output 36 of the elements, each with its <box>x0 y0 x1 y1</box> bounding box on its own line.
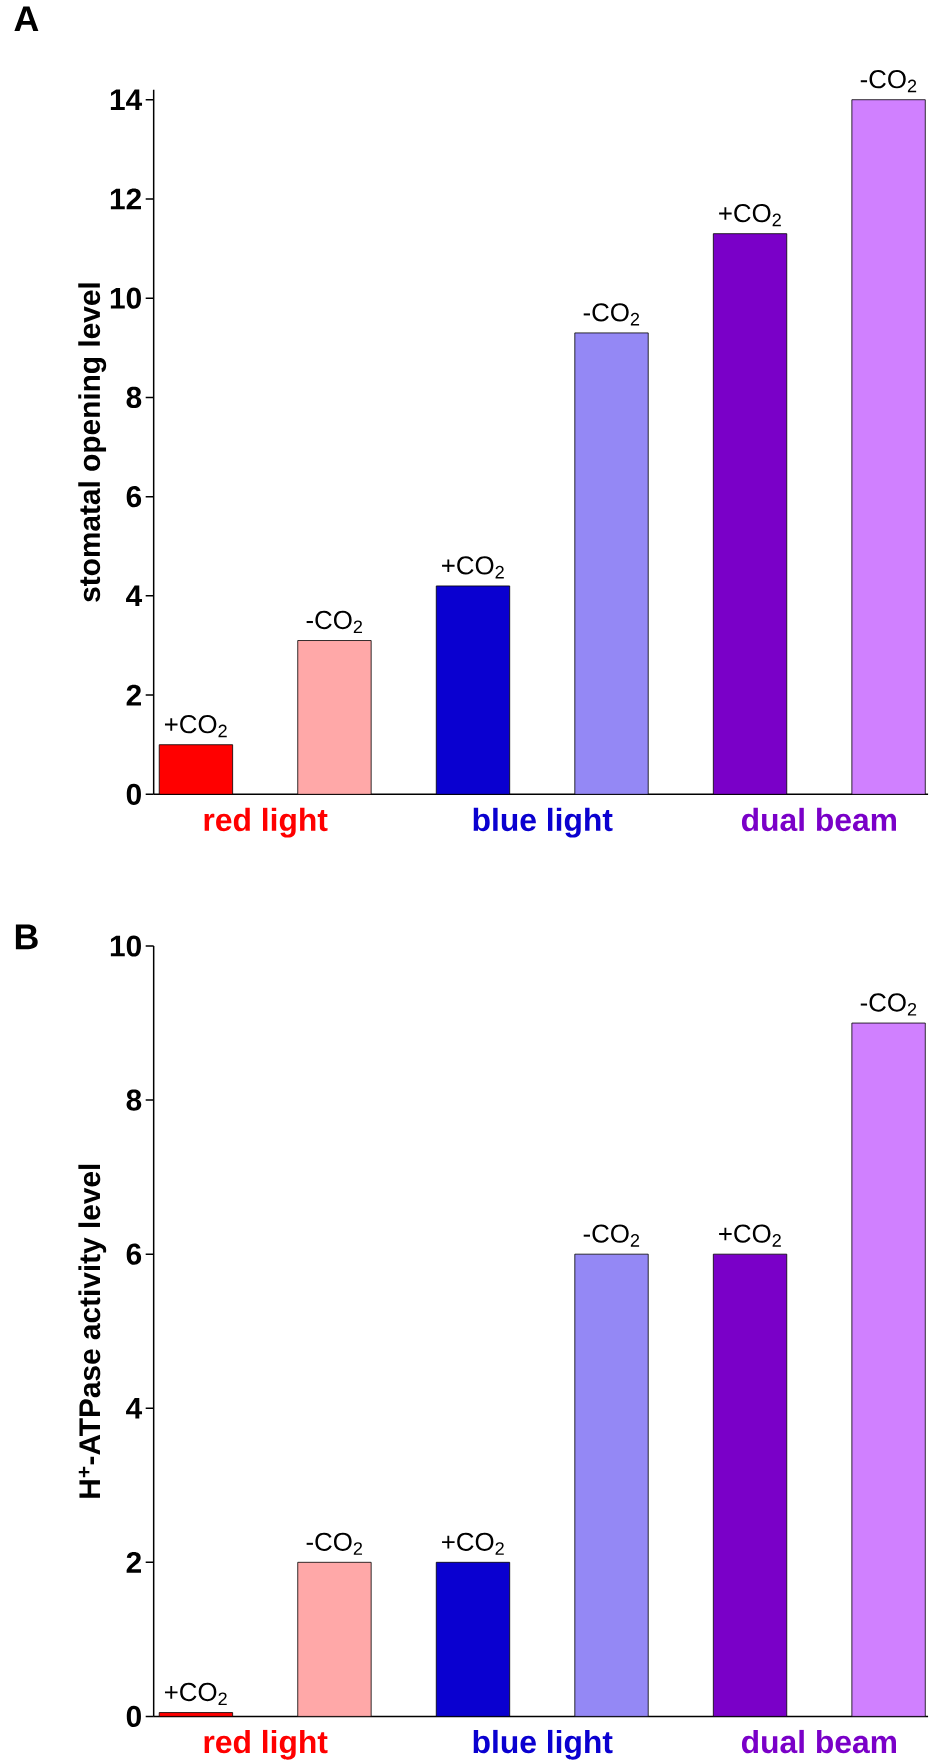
y-tick-label: 14 <box>110 89 143 110</box>
y-tick-label: 4 <box>126 585 143 607</box>
y-tick-label: 6 <box>126 1243 142 1265</box>
y-tick-label: 6 <box>126 486 142 508</box>
text: -CO$_{2}$ <box>860 70 917 93</box>
chart-title: A <box>14 6 39 32</box>
series-label: +CO$_{2}$ <box>442 1532 504 1555</box>
text: +CO$_{2}$ <box>164 1682 227 1706</box>
series-label: -CO$_{2}$ <box>306 610 363 634</box>
series-label: -CO$_{2}$ <box>306 1532 363 1555</box>
y-tick-label: 0 <box>126 1705 141 1727</box>
y-tick-label: 2 <box>126 1551 141 1573</box>
text: -CO$_{2}$ <box>860 993 917 1016</box>
x-tick-label: dual beam <box>741 1729 896 1754</box>
series-label: +CO$_{2}$ <box>164 715 227 738</box>
x-tick-label: blue light <box>473 807 613 838</box>
y-tick-label: 4 <box>126 1397 143 1419</box>
y-tick-label: 10 <box>110 287 141 309</box>
chart-title: B <box>15 924 38 950</box>
text: +CO$_{2}$ <box>442 556 504 579</box>
text: +CO$_{2}$ <box>719 204 781 227</box>
y-tick-label: 8 <box>126 1089 142 1111</box>
y-tick-label: 2 <box>126 684 141 706</box>
text: -CO$_{2}$ <box>583 303 640 326</box>
y-axis-title: H$^{+}$-ATPase activity level <box>78 1164 107 1498</box>
x-tick-label: red light <box>204 807 328 838</box>
y-tick-label: 0 <box>126 783 141 805</box>
x-tick-label: red light <box>204 1729 328 1760</box>
x-tick-label: dual beam <box>741 807 896 832</box>
x-tick-label: blue light <box>473 1729 613 1760</box>
y-tick-label: 8 <box>126 386 142 408</box>
y-tick-label: 12 <box>110 188 141 210</box>
text: -CO$_{2}$ <box>583 1224 640 1247</box>
y-tick-label: 10 <box>110 935 141 957</box>
text: +CO$_{2}$ <box>719 1224 781 1247</box>
y-axis-title: stomatal opening level <box>78 283 107 602</box>
